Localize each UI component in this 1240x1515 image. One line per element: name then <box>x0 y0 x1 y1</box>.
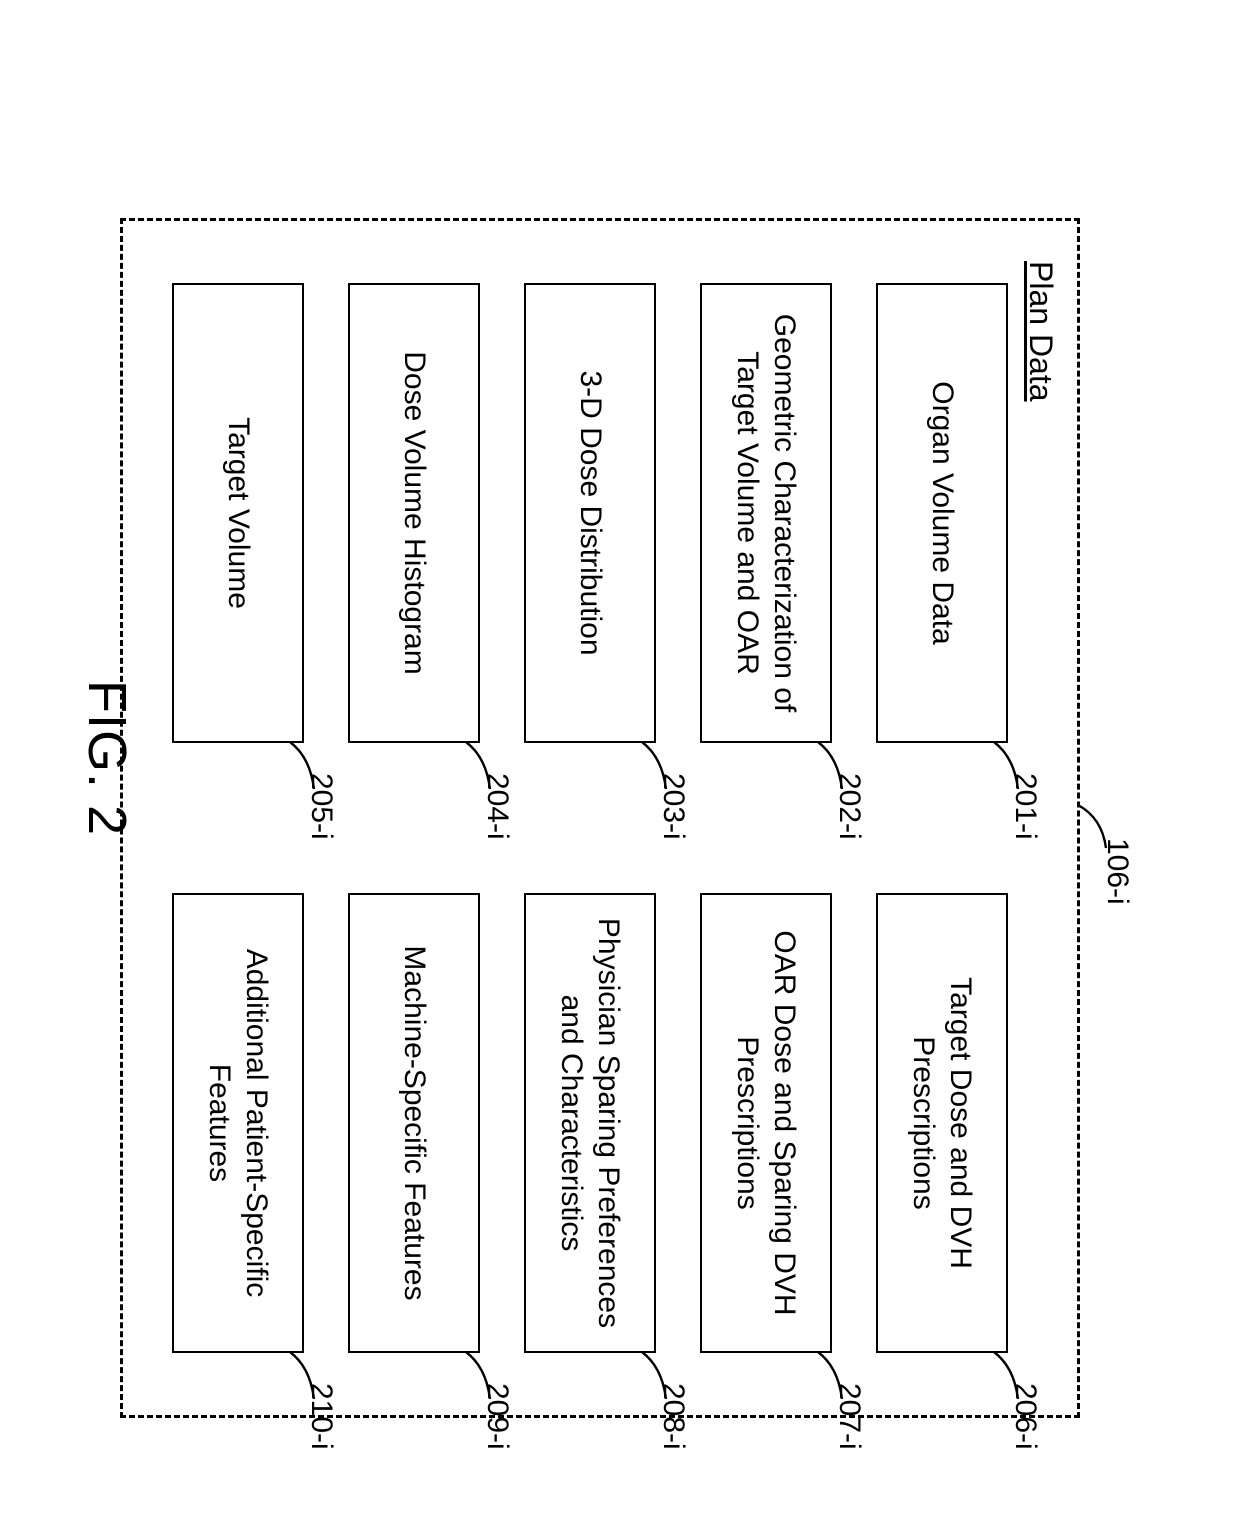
box-geometric-characterization: Geometric Characterization of Target Vol… <box>700 283 832 743</box>
box-machine-specific-features: Machine-Specific Features <box>348 893 480 1353</box>
figure-stage: 106-i Plan Data Organ Volume Data 201-i … <box>70 138 1170 1378</box>
ref-label: 208-i <box>656 1383 690 1450</box>
box-oar-dose-prescriptions: OAR Dose and Sparing DVH Prescriptions <box>700 893 832 1353</box>
box-organ-volume: Organ Volume Data <box>876 283 1008 743</box>
figure-caption: FIG. 2 <box>76 138 138 1378</box>
box-physician-sparing-prefs: Physician Sparing Preferences and Charac… <box>524 893 656 1353</box>
box-wrap: OAR Dose and Sparing DVH Prescriptions 2… <box>700 893 832 1353</box>
box-wrap: Organ Volume Data 201-i <box>876 283 1008 743</box>
ref-label: 202-i <box>832 773 866 840</box>
ref-label: 204-i <box>480 773 514 840</box>
plan-data-container: Plan Data Organ Volume Data 201-i Geomet… <box>120 218 1080 1418</box>
box-3d-dose-distribution: 3-D Dose Distribution <box>524 283 656 743</box>
ref-label: 203-i <box>656 773 690 840</box>
ref-label: 207-i <box>832 1383 866 1450</box>
box-additional-patient-features: Additional Patient-Specific Features <box>172 893 304 1353</box>
box-wrap: Target Dose and DVH Prescriptions 206-i <box>876 893 1008 1353</box>
box-wrap: 3-D Dose Distribution 203-i <box>524 283 656 743</box>
left-column: Organ Volume Data 201-i Geometric Charac… <box>172 283 1008 743</box>
box-target-dose-prescriptions: Target Dose and DVH Prescriptions <box>876 893 1008 1353</box>
ref-label: 209-i <box>480 1383 514 1450</box>
ref-label: 205-i <box>304 773 338 840</box>
box-wrap: Geometric Characterization of Target Vol… <box>700 283 832 743</box>
box-dose-volume-histogram: Dose Volume Histogram <box>348 283 480 743</box>
box-wrap: Additional Patient-Specific Features 210… <box>172 893 304 1353</box>
box-wrap: Machine-Specific Features 209-i <box>348 893 480 1353</box>
columns-wrapper: Organ Volume Data 201-i Geometric Charac… <box>172 261 1018 1375</box>
box-wrap: Physician Sparing Preferences and Charac… <box>524 893 656 1353</box>
box-wrap: Target Volume 205-i <box>172 283 304 743</box>
box-target-volume: Target Volume <box>172 283 304 743</box>
box-wrap: Dose Volume Histogram 204-i <box>348 283 480 743</box>
ref-label: 201-i <box>1008 773 1042 840</box>
right-column: Target Dose and DVH Prescriptions 206-i … <box>172 893 1008 1353</box>
ref-label: 206-i <box>1008 1383 1042 1450</box>
ref-label: 210-i <box>304 1383 338 1450</box>
